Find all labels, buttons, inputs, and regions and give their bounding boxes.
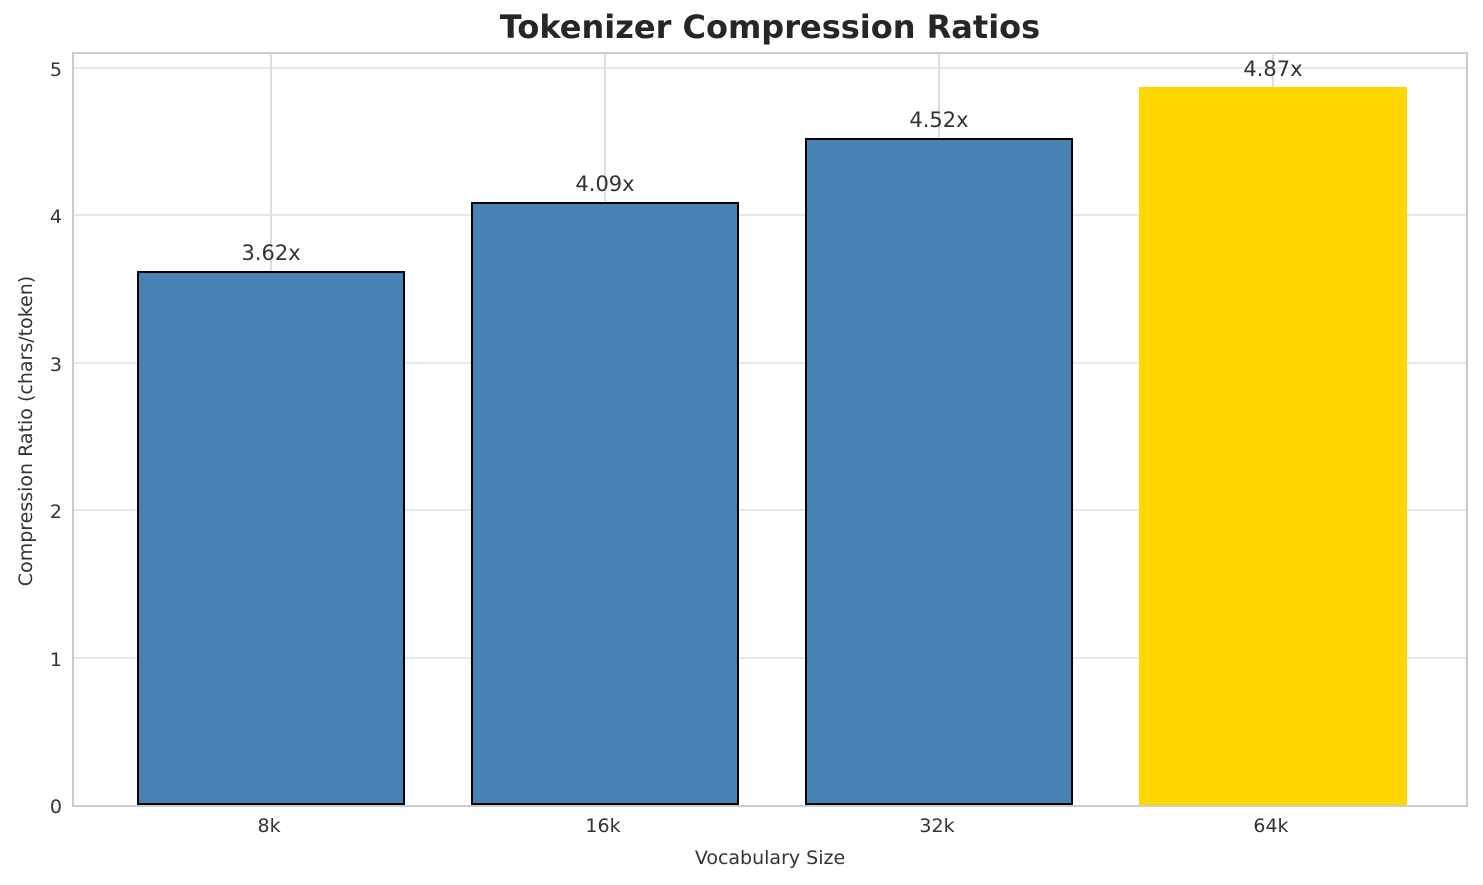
y-tick-label-4: 4 xyxy=(49,206,62,229)
bar-value-label-64k: 4.87x xyxy=(1243,56,1303,81)
y-tick-label-2: 2 xyxy=(49,501,62,524)
x-tick-label-16k: 16k xyxy=(585,815,621,837)
bar-8k xyxy=(137,271,405,805)
bar-value-label-32k: 4.52x xyxy=(909,108,969,133)
y-axis-label: Compression Ratio (chars/token) xyxy=(15,275,37,587)
bar-value-label-8k: 3.62x xyxy=(241,241,301,266)
y-tick-label-0: 0 xyxy=(49,796,62,818)
gridline-horizontal xyxy=(74,66,1466,69)
bar-32k xyxy=(805,138,1073,805)
bar-64k xyxy=(1139,86,1407,805)
y-tick-label-1: 1 xyxy=(49,648,62,671)
x-tick-label-32k: 32k xyxy=(919,815,955,837)
gridline-horizontal xyxy=(74,214,1466,217)
x-axis-label: Vocabulary Size xyxy=(694,847,846,869)
gridline-horizontal xyxy=(74,361,1466,364)
gridline-horizontal xyxy=(74,509,1466,512)
gridline-horizontal xyxy=(74,656,1466,659)
x-tick-label-8k: 8k xyxy=(257,815,281,837)
y-tick-label-3: 3 xyxy=(49,353,62,376)
y-tick-label-5: 5 xyxy=(49,58,62,81)
chart-title: Tokenizer Compression Ratios xyxy=(499,8,1041,46)
plot-area: 3.62x 4.09x 4.52x 4.87x xyxy=(72,52,1468,807)
bar-value-label-16k: 4.09x xyxy=(575,171,635,196)
bar-16k xyxy=(471,201,739,805)
x-tick-label-64k: 64k xyxy=(1253,815,1289,837)
